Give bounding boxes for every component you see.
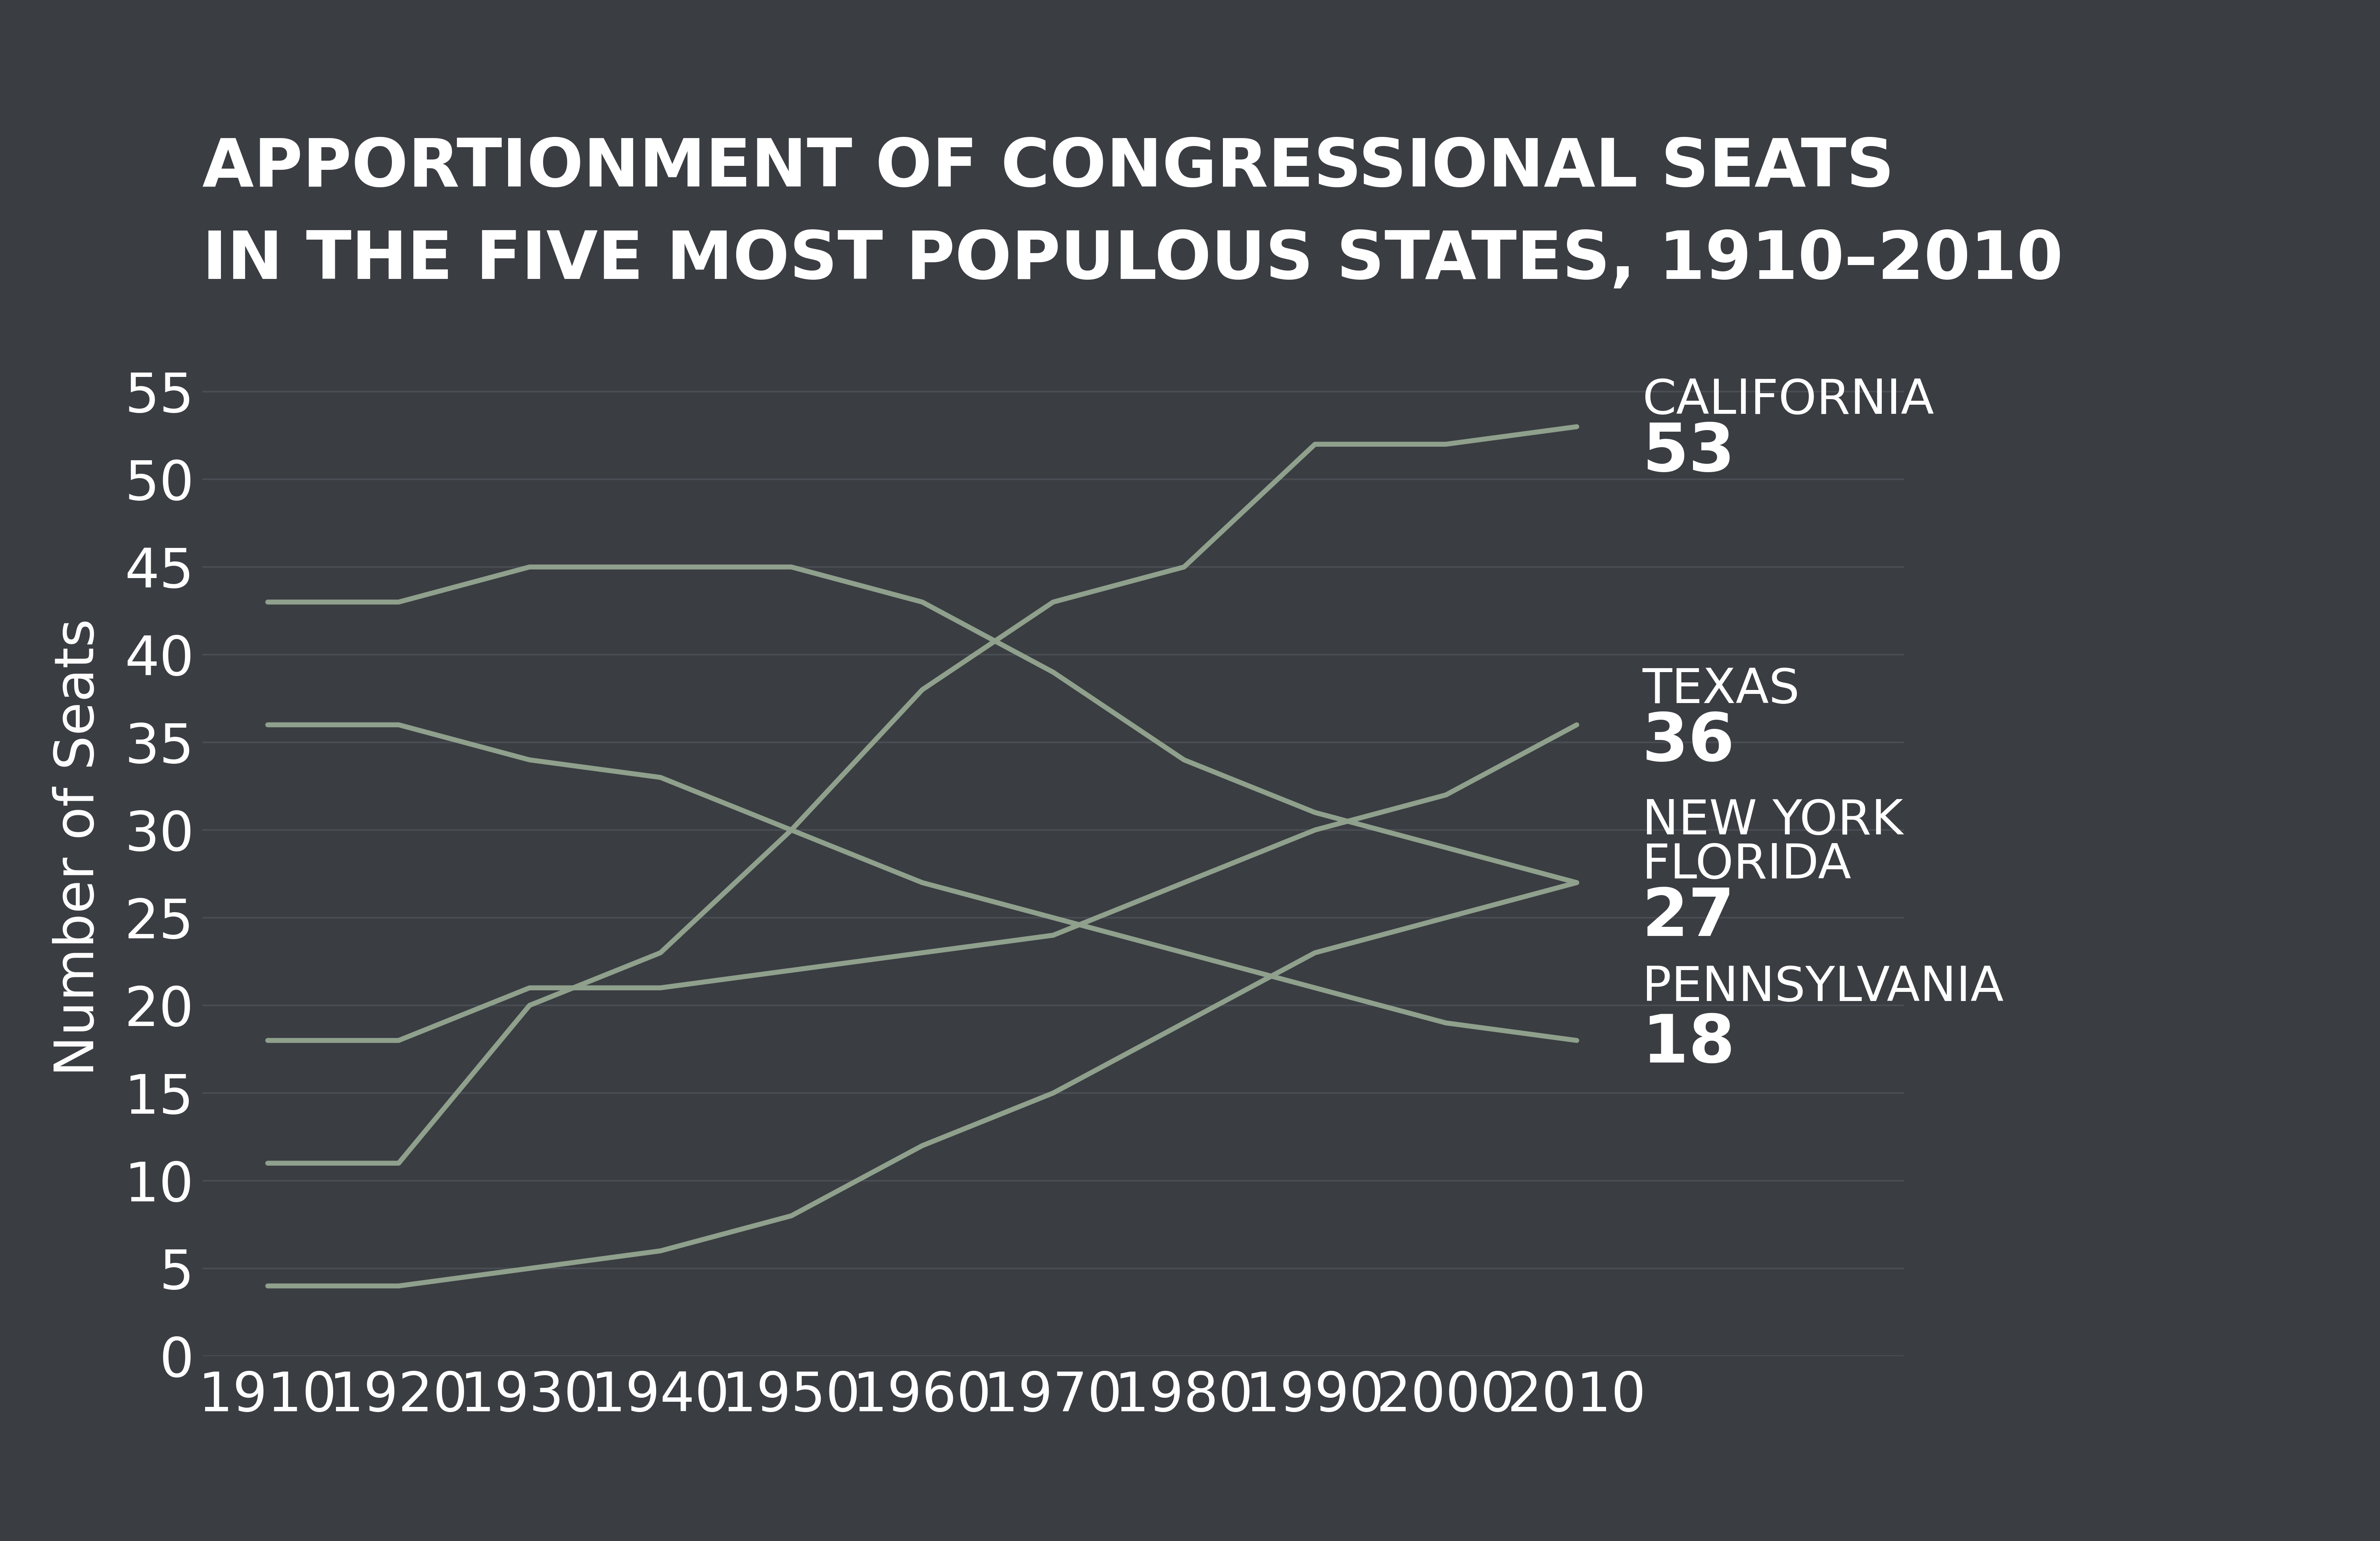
Text: 18: 18	[1642, 1011, 1735, 1076]
Text: NEW YORK: NEW YORK	[1642, 798, 1904, 844]
Text: CALIFORNIA: CALIFORNIA	[1642, 378, 1935, 424]
Text: PENNSYLVANIA: PENNSYLVANIA	[1642, 965, 2004, 1011]
Text: IN THE FIVE MOST POPULOUS STATES, 1910–2010: IN THE FIVE MOST POPULOUS STATES, 1910–2…	[202, 228, 2063, 293]
Text: APPORTIONMENT OF CONGRESSIONAL SEATS: APPORTIONMENT OF CONGRESSIONAL SEATS	[202, 136, 1894, 200]
Text: FLORIDA: FLORIDA	[1642, 841, 1852, 888]
Y-axis label: Number of Seats: Number of Seats	[52, 618, 105, 1077]
Text: TEXAS: TEXAS	[1642, 667, 1799, 713]
Text: 36: 36	[1642, 710, 1735, 775]
Text: 27: 27	[1642, 886, 1735, 951]
Text: 53: 53	[1642, 421, 1735, 485]
